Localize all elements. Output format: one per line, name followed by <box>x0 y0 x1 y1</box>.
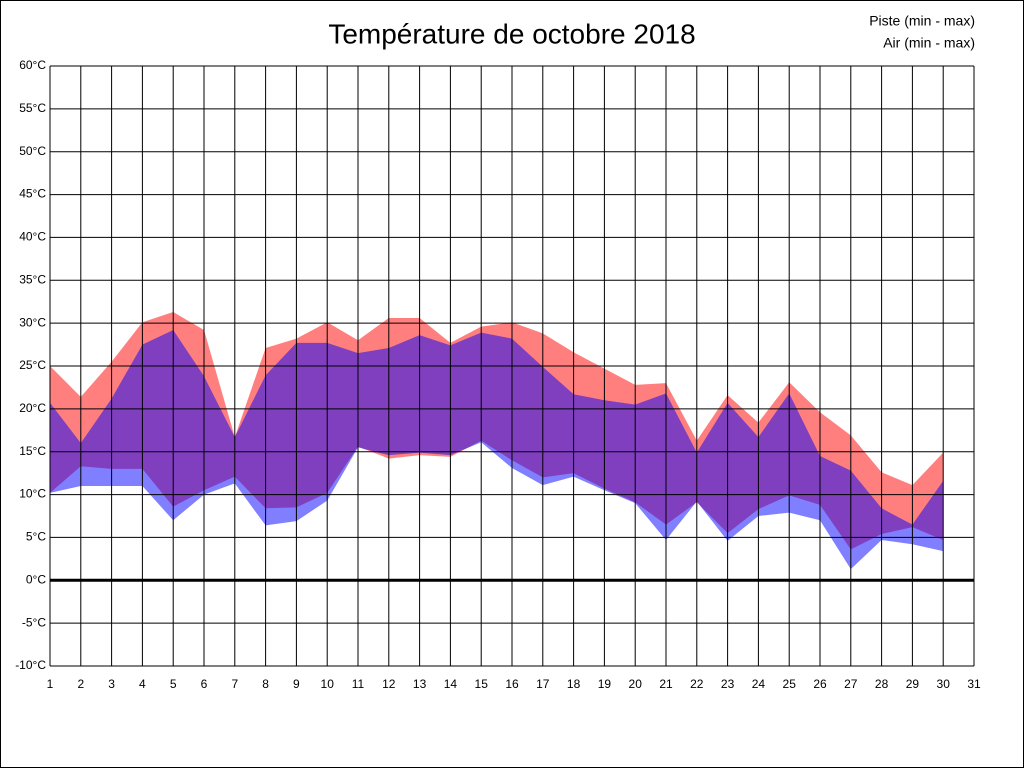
x-tick-label: 25 <box>783 677 797 691</box>
y-tick-label: 60°C <box>19 58 46 72</box>
x-tick-label: 22 <box>690 677 704 691</box>
x-tick-label: 29 <box>906 677 920 691</box>
x-tick-label: 30 <box>937 677 951 691</box>
x-tick-label: 17 <box>536 677 550 691</box>
y-tick-label: 50°C <box>19 144 46 158</box>
chart-title: Température de octobre 2018 <box>328 18 695 49</box>
x-tick-label: 27 <box>844 677 858 691</box>
y-tick-label: 45°C <box>19 187 46 201</box>
x-tick-label: 1 <box>47 677 54 691</box>
x-tick-label: 8 <box>262 677 269 691</box>
x-tick-label: 2 <box>77 677 84 691</box>
x-tick-label: 20 <box>629 677 643 691</box>
x-tick-label: 24 <box>752 677 766 691</box>
x-tick-label: 9 <box>293 677 300 691</box>
x-tick-label: 14 <box>444 677 458 691</box>
x-tick-label: 6 <box>201 677 208 691</box>
y-tick-label: 40°C <box>19 230 46 244</box>
x-tick-label: 16 <box>505 677 519 691</box>
x-tick-label: 28 <box>875 677 889 691</box>
x-tick-label: 11 <box>352 677 365 691</box>
x-tick-label: 13 <box>413 677 427 691</box>
x-tick-label: 12 <box>382 677 396 691</box>
x-tick-label: 26 <box>813 677 827 691</box>
y-tick-label: 10°C <box>19 487 46 501</box>
legend-label: Piste (min - max) <box>869 13 975 29</box>
x-tick-label: 18 <box>567 677 581 691</box>
x-tick-label: 10 <box>321 677 335 691</box>
y-tick-label: 35°C <box>19 272 46 286</box>
legend-label: Air (min - max) <box>883 35 975 51</box>
y-tick-label: 0°C <box>26 572 46 586</box>
range-area <box>50 330 944 570</box>
y-tick-label: -10°C <box>15 658 46 672</box>
x-tick-label: 21 <box>659 677 673 691</box>
y-tick-label: 20°C <box>19 401 46 415</box>
y-tick-label: -5°C <box>22 615 46 629</box>
y-tick-label: 5°C <box>26 530 46 544</box>
y-tick-label: 55°C <box>19 101 46 115</box>
x-tick-label: 5 <box>170 677 177 691</box>
x-tick-label: 23 <box>721 677 735 691</box>
y-tick-label: 30°C <box>19 315 46 329</box>
y-tick-label: 25°C <box>19 358 46 372</box>
x-tick-label: 15 <box>475 677 489 691</box>
x-tick-label: 7 <box>231 677 238 691</box>
x-tick-label: 19 <box>598 677 612 691</box>
x-tick-label: 31 <box>967 677 981 691</box>
y-tick-label: 15°C <box>19 444 46 458</box>
x-tick-label: 3 <box>108 677 115 691</box>
x-tick-label: 4 <box>139 677 146 691</box>
